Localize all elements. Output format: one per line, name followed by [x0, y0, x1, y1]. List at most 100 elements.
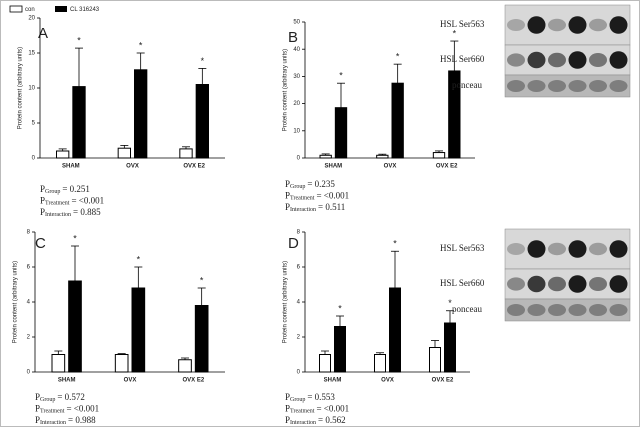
p-symbol: P [40, 207, 45, 217]
p-value: PGroup = 0.553 [285, 392, 335, 403]
blot-bg [504, 268, 631, 300]
p-subscript: Interaction [45, 212, 71, 218]
y-tick-label: 4 [27, 300, 31, 306]
p-symbol: P [285, 415, 290, 425]
blot-band [568, 80, 587, 92]
p-text: = <0.001 [66, 404, 99, 414]
blot-band [609, 51, 628, 69]
bar [117, 147, 131, 159]
x-tick-label: OVX [126, 164, 139, 170]
bar [374, 354, 386, 373]
p-value: PTreatment = <0.001 [285, 191, 349, 202]
p-subscript: Interaction [290, 420, 316, 426]
legend-label: con [25, 7, 35, 13]
p-value: PInteraction = 0.885 [40, 207, 101, 218]
blot-bg [504, 74, 631, 98]
blot-band [568, 304, 587, 316]
bar [389, 287, 401, 373]
blot-label: HSL Ser660 [440, 54, 485, 64]
x-tick-label: OVX [384, 164, 397, 170]
significance-mark: * [339, 71, 343, 81]
significance-mark: * [393, 239, 397, 249]
y-tick-label: 0 [27, 370, 31, 376]
bar [334, 326, 346, 373]
blot-band [609, 304, 628, 316]
x-tick-label: SHAM [324, 378, 342, 384]
p-text: = 0.511 [318, 202, 345, 212]
y-tick-label: 0 [297, 156, 301, 162]
x-tick-label: OVX E2 [436, 164, 458, 170]
y-tick-label: 6 [297, 265, 301, 271]
significance-mark: * [139, 40, 143, 50]
significance-mark: * [73, 233, 77, 243]
significance-mark: * [396, 52, 400, 62]
blot-band [568, 16, 587, 34]
p-symbol: P [285, 202, 290, 212]
blot-label: HSL Ser563 [440, 19, 485, 29]
p-text: = 0.988 [68, 415, 96, 425]
blot-bg [504, 298, 631, 322]
bar [134, 69, 148, 159]
p-symbol: P [40, 184, 45, 194]
blot-label: ponceau [452, 304, 482, 314]
y-tick-label: 0 [32, 156, 36, 162]
y-tick-label: 5 [32, 121, 36, 127]
y-tick-label: 2 [27, 335, 31, 341]
p-text: = 0.885 [73, 207, 101, 217]
p-value: PInteraction = 0.988 [35, 415, 96, 426]
x-tick-label: OVX E2 [182, 378, 204, 384]
blot-band [568, 275, 587, 293]
legend-swatch [9, 5, 23, 13]
bar [444, 322, 456, 373]
x-tick-label: SHAM [62, 164, 80, 170]
legend-swatch [55, 6, 67, 12]
x-tick-label: OVX E2 [432, 378, 454, 384]
p-value: PGroup = 0.235 [285, 179, 335, 190]
blot-band [548, 18, 566, 32]
bar [391, 82, 404, 159]
bar [194, 305, 209, 373]
y-tick-label: 4 [297, 300, 301, 306]
x-tick-label: SHAM [58, 378, 76, 384]
blot-band [609, 275, 628, 293]
bar [195, 84, 210, 159]
bar [56, 150, 70, 159]
p-text: = 0.235 [307, 179, 335, 189]
p-symbol: P [285, 392, 290, 402]
bar [114, 354, 129, 373]
y-axis-label: Protein content (arbitrary units) [13, 261, 19, 343]
bar [432, 152, 446, 159]
x-tick-label: OVX E2 [183, 164, 205, 170]
panel-letter: B [288, 29, 298, 46]
y-tick-label: 8 [297, 230, 301, 236]
y-tick-label: 0 [297, 370, 301, 376]
p-value: PGroup = 0.251 [40, 184, 90, 195]
p-text: = <0.001 [316, 191, 349, 201]
p-subscript: Treatment [45, 201, 70, 207]
p-subscript: Group [45, 189, 60, 195]
blot-band [527, 80, 546, 92]
blot-bg [504, 44, 631, 76]
p-symbol: P [35, 392, 40, 402]
y-tick-label: 10 [293, 128, 300, 134]
y-tick-label: 8 [27, 230, 31, 236]
bar [51, 354, 66, 373]
bar [319, 154, 332, 159]
blot-band [548, 304, 566, 316]
blot-band [507, 243, 525, 255]
panel-letter: C [35, 235, 46, 252]
y-tick-label: 40 [293, 47, 300, 53]
y-axis-label: Protein content (arbitrary units) [18, 47, 24, 129]
significance-mark: * [338, 303, 342, 313]
p-symbol: P [285, 179, 290, 189]
bar [448, 70, 461, 159]
blot-bg [504, 228, 631, 270]
y-tick-label: 20 [28, 16, 35, 22]
blot-band [548, 242, 566, 256]
blot-band [589, 304, 607, 316]
y-tick-label: 2 [297, 335, 301, 341]
legend-label: CL 316243 [70, 7, 100, 13]
significance-mark: * [448, 298, 452, 308]
blot-band [609, 80, 628, 92]
